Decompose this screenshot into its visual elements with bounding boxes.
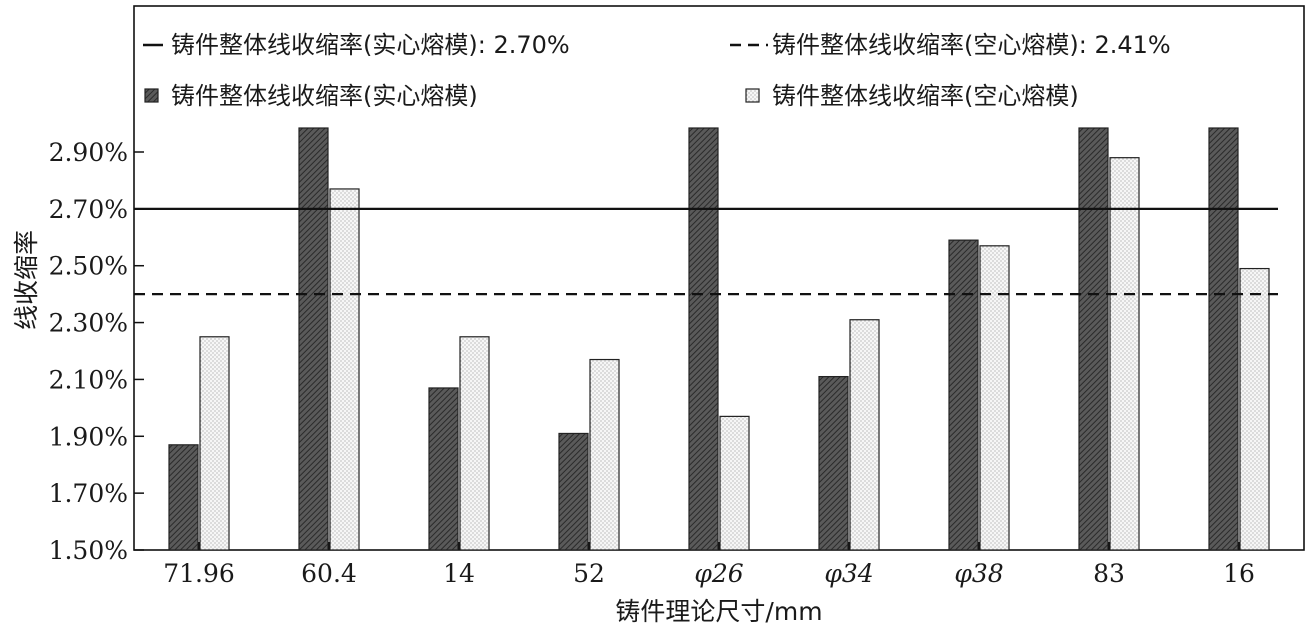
y-tick-label: 1.70% [49, 479, 128, 508]
y-tick-label: 2.90% [49, 138, 128, 167]
y-axis-title: 线收缩率 [12, 230, 41, 330]
bar-hollow-mold [329, 188, 360, 551]
x-tick-label: 83 [1093, 559, 1125, 588]
legend: 铸件整体线收缩率(实心熔模): 2.70% 铸件整体线收缩率(空心熔模): 2.4… [143, 31, 1171, 110]
bar-solid-mold [688, 127, 719, 551]
legend-dashed-line-label: 铸件整体线收缩率(空心熔模): 2.41% [772, 31, 1171, 59]
y-tick-label: 1.50% [49, 536, 128, 565]
y-tick-label: 2.10% [49, 365, 128, 394]
x-axis: 71.96 60.4 14 52 φ26 φ34 φ38 83 16 [163, 542, 1255, 588]
legend-solid-bar-swatch [144, 88, 159, 103]
y-tick-label: 2.30% [49, 309, 128, 338]
bar-solid-mold [948, 239, 979, 551]
bar-hollow-mold [1109, 157, 1140, 551]
bar-hollow-mold [1239, 267, 1270, 551]
x-axis-title: 铸件理论尺寸/mm [615, 597, 822, 626]
bar-solid-mold [168, 444, 199, 551]
y-tick-label: 2.50% [49, 252, 128, 281]
legend-solid-bar-label: 铸件整体线收缩率(实心熔模) [171, 82, 478, 110]
bar-hollow-mold [849, 319, 880, 551]
x-tick-label: 60.4 [301, 559, 357, 588]
legend-hollow-bar-label: 铸件整体线收缩率(空心熔模) [772, 82, 1079, 110]
bar-hollow-mold [459, 336, 490, 551]
y-axis: 1.50% 1.70% 1.90% 2.10% 2.30% 2.50% 2.70% 2.90% [49, 138, 144, 565]
bar-solid-mold [298, 127, 329, 551]
bars-layer [168, 127, 1270, 551]
y-tick-label: 2.70% [49, 195, 128, 224]
bar-solid-mold [558, 432, 589, 551]
x-tick-label: 14 [443, 559, 475, 588]
bar-hollow-mold [719, 415, 750, 551]
bar-hollow-mold [589, 358, 620, 551]
bar-solid-mold [428, 387, 459, 551]
reference-lines-layer [134, 207, 1278, 296]
x-tick-label: φ26 [694, 559, 743, 588]
legend-hollow-bar-swatch [745, 88, 760, 103]
y-tick-label: 1.90% [49, 422, 128, 451]
x-tick-label: φ34 [824, 559, 873, 588]
legend-solid-line-label: 铸件整体线收缩率(实心熔模): 2.70% [171, 31, 570, 59]
x-tick-label: φ38 [954, 559, 1003, 588]
bar-hollow-mold [979, 245, 1010, 551]
x-tick-label: 16 [1223, 559, 1255, 588]
bar-solid-mold [1208, 127, 1239, 551]
x-tick-label: 71.96 [163, 559, 235, 588]
x-tick-label: 52 [573, 559, 605, 588]
bar-solid-mold [1078, 127, 1109, 551]
bar-hollow-mold [199, 336, 230, 551]
bar-solid-mold [818, 375, 849, 551]
